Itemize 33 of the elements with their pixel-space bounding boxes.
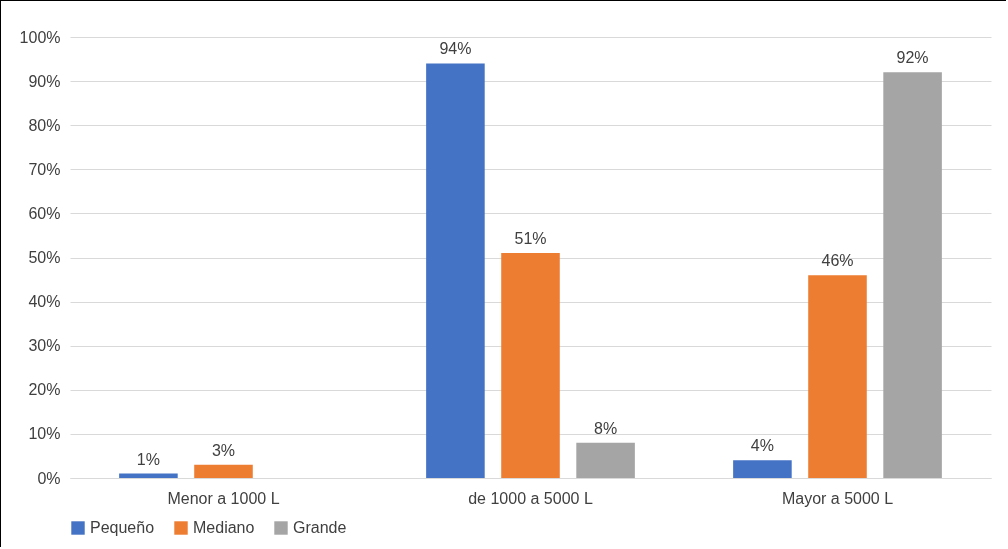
- y-tick-label: 50%: [28, 249, 61, 266]
- legend-label: Pequeño: [90, 519, 155, 536]
- y-tick-label: 30%: [28, 337, 61, 355]
- y-tick-label: 100%: [19, 28, 61, 46]
- data-label: 1%: [136, 450, 160, 468]
- bar: [883, 72, 942, 478]
- y-tick-label: 90%: [28, 72, 61, 90]
- bar: [808, 275, 867, 478]
- y-tick-label: 70%: [28, 160, 61, 178]
- y-tick-label: 80%: [28, 116, 61, 134]
- data-label: 94%: [439, 40, 472, 58]
- x-tick-label: de 1000 a 5000 L: [468, 489, 593, 507]
- y-tick-label: 0%: [37, 469, 61, 487]
- bar: [733, 460, 792, 478]
- x-tick-label: Menor a 1000 L: [167, 489, 280, 507]
- data-label: 92%: [896, 49, 929, 67]
- data-label: 4%: [750, 437, 774, 455]
- y-tick-label: 60%: [28, 204, 61, 222]
- data-label: 51%: [514, 230, 547, 248]
- bar: [576, 442, 635, 478]
- data-label: 8%: [594, 419, 618, 437]
- y-tick-label: 10%: [28, 425, 61, 443]
- y-tick-label: 40%: [28, 293, 61, 311]
- data-label: 46%: [821, 252, 854, 270]
- bar: [501, 253, 560, 478]
- legend-label: Grande: [293, 519, 347, 536]
- y-tick-label: 20%: [28, 381, 61, 399]
- legend-label: Mediano: [193, 519, 255, 536]
- bar: [194, 464, 253, 478]
- bar: [119, 473, 178, 478]
- data-label: 3%: [211, 441, 236, 459]
- bar: [426, 63, 485, 478]
- x-tick-label: Mayor a 5000 L: [781, 489, 894, 507]
